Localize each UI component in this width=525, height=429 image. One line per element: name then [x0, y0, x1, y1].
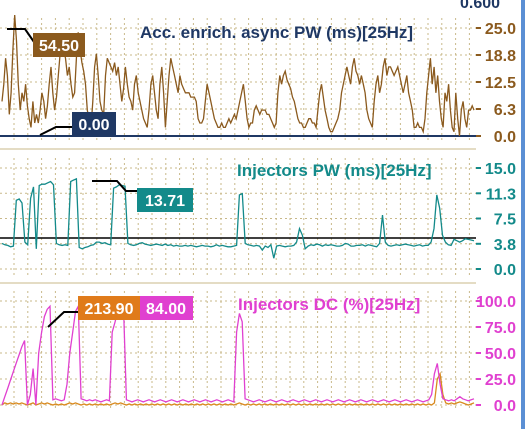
marker-2-box [137, 188, 193, 212]
top-clip-value: 0.600 [460, 0, 500, 12]
y-tick-label: 11.3 [486, 186, 516, 203]
panel-acc-enrich: Acc. enrich. async PW (ms)[25Hz] 54.50 0… [0, 14, 516, 146]
marker-1b-box [72, 112, 116, 136]
y-tick-label: 7.5 [494, 212, 516, 229]
panel-injectors-pw: Injectors PW (ms)[25Hz] 13.71 15.0 11.3 7.… [0, 148, 516, 279]
y-tick-label: 0.0 [494, 398, 516, 415]
marker-1b-leader [39, 126, 72, 136]
marker-1a-label: 54.50 [39, 38, 79, 55]
y-tick-label: 25.0 [485, 21, 516, 38]
panel-3-title: Injectors DC (%)[25Hz] [238, 295, 420, 314]
y-tick-label: 15.0 [485, 161, 516, 178]
panel-2-grid [0, 158, 476, 275]
dc-secondary-series [1, 371, 475, 406]
y-tick-label: 6.3 [494, 102, 516, 119]
panel-2-yticks: 15.0 11.3 7.5 3.8 0.0 [476, 161, 516, 279]
y-tick-label: 3.8 [494, 237, 516, 254]
y-tick-label: 0.0 [494, 262, 516, 279]
y-tick-label: 25.0 [485, 372, 516, 389]
marker-2-leader [92, 180, 138, 192]
panel-2-title: Injectors PW (ms)[25Hz] [237, 161, 432, 180]
marker-3b-label: 84.00 [146, 301, 186, 318]
marker-1a-box [33, 33, 85, 57]
y-tick-label: 0.0 [494, 129, 516, 146]
marker-3-leader [47, 311, 78, 328]
y-tick-label: 18.8 [485, 48, 516, 65]
marker-1a-leader [7, 28, 35, 43]
right-scrollbar[interactable] [521, 0, 525, 429]
panel-1-yticks: 25.0 18.8 12.5 6.3 0.0 [476, 21, 516, 146]
marker-3b-box [140, 296, 193, 320]
y-tick-label: 75.0 [485, 320, 516, 337]
y-tick-label: 100.0 [476, 294, 516, 311]
y-tick-label: 50.0 [485, 346, 516, 363]
injectors-pw-series [1, 177, 475, 259]
y-tick-label: 12.5 [485, 75, 516, 92]
marker-3a-box [78, 296, 140, 320]
panel-1-title: Acc. enrich. async PW (ms)[25Hz] [140, 23, 413, 42]
marker-2-label: 13.71 [145, 193, 185, 210]
injectors-dc-series [1, 303, 475, 406]
panel-injectors-dc: Injectors DC (%)[25Hz] 213.90 84.00 100.… [0, 282, 516, 415]
marker-3a-label: 213.90 [85, 301, 134, 318]
marker-1b-label: 0.00 [78, 117, 109, 134]
panel-3-yticks: 100.0 75.0 50.0 25.0 0.0 [476, 294, 516, 415]
